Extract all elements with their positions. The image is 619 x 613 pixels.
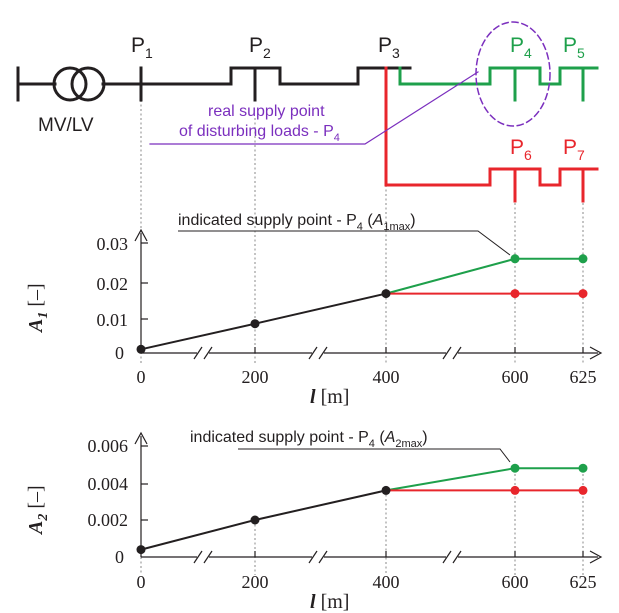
chart-a2-point-black-2 <box>381 485 391 495</box>
chart-a2-xlabel: l [m] <box>310 591 349 613</box>
point-label-p2: P2 <box>249 34 271 61</box>
chart-a2-series-black-line <box>140 489 387 551</box>
chart-a1-axis-break-3 <box>442 346 462 360</box>
chart-a1-point-green-1 <box>510 254 520 264</box>
chart-a1-note-leader <box>178 230 511 256</box>
chart-a2-point-green-1 <box>510 463 520 473</box>
chart-a1-point-black-1 <box>250 319 260 329</box>
chart-a1-point-black-0 <box>136 344 146 354</box>
chart-a1-series <box>140 257 583 351</box>
chart-a1-ytick-1: 0.01 <box>97 310 129 330</box>
chart-a1-note: indicated supply point - P4 (A1max) <box>178 212 416 233</box>
chart-a2-xtick-2: 400 <box>373 572 400 592</box>
chart-a2-point-green-2 <box>578 463 588 473</box>
point-label-p6: P6 <box>510 136 532 163</box>
chart-a2-xtick-0: 0 <box>137 572 146 592</box>
chart-a1-points <box>136 254 588 354</box>
p4-highlight-ellipse <box>475 21 551 127</box>
chart-a2-xtick-1: 200 <box>242 572 269 592</box>
chart-a1-point-red-2 <box>578 289 588 299</box>
network-diagram <box>16 21 599 203</box>
chart-a2-points <box>136 463 588 555</box>
chart-a2-ytick-1: 0.002 <box>88 510 129 530</box>
chart-a1-point-black-2 <box>381 289 391 299</box>
chart-a2: 0 0.002 0.004 0.006 0 200 400 600 625 l … <box>25 429 603 613</box>
chart-a2-note: indicated supply point - P4 (A2max) <box>190 429 428 450</box>
annotation-line-2: of disturbing loads - P4 <box>179 123 340 144</box>
point-label-p4: P4 <box>510 34 532 61</box>
transformer-symbol <box>52 66 106 102</box>
chart-a2-axis-break-2 <box>308 550 328 564</box>
chart-a1-xlabel: l [m] <box>310 386 349 408</box>
chart-a2-ytick-3: 0.006 <box>88 436 129 456</box>
chart-a2-x-arrow <box>589 550 603 564</box>
chart-a2-series-green-line <box>385 467 583 492</box>
chart-a1-series-green-line <box>385 257 583 295</box>
chart-a2-ytick-2: 0.004 <box>88 474 129 494</box>
chart-a2-point-red-1 <box>510 485 520 495</box>
red-branch <box>384 66 599 203</box>
chart-a1-xtick-3: 600 <box>502 367 529 387</box>
chart-a1-xtick-2: 400 <box>373 367 400 387</box>
chart-a1-ytick-2: 0.02 <box>97 274 129 294</box>
chart-a2-xtick-3: 600 <box>502 572 529 592</box>
chart-a2-note-leader <box>238 448 511 463</box>
chart-a1-xtick-4: 625 <box>570 367 597 387</box>
chart-a1-point-red-1 <box>510 289 520 299</box>
chart-a1-ylabel: A1 [–] <box>25 283 51 334</box>
transformer-label: MV/LV <box>38 115 94 136</box>
point-label-p7: P7 <box>563 136 585 163</box>
green-branch <box>398 66 599 102</box>
chart-a1-x-arrow <box>589 346 603 360</box>
chart-a2-ytick-0: 0 <box>115 547 124 567</box>
chart-a1-xtick-1: 200 <box>242 367 269 387</box>
point-label-p5: P5 <box>563 34 585 61</box>
chart-a2-ylabel: A2 [–] <box>25 485 51 536</box>
annotation-pointer <box>149 71 479 145</box>
chart-a1-axis-break-2 <box>308 346 328 360</box>
chart-a2-point-black-1 <box>250 515 260 525</box>
point-label-p1: P1 <box>131 34 153 61</box>
chart-a1-axis-break-1 <box>193 346 213 360</box>
chart-a1-point-green-2 <box>578 254 588 264</box>
chart-a2-axes <box>134 431 603 564</box>
chart-a2-xtick-4: 625 <box>570 572 597 592</box>
chart-a2-point-black-0 <box>136 545 146 555</box>
annotation-line-1: real supply point <box>208 103 325 120</box>
chart-a1-xtick-0: 0 <box>137 367 146 387</box>
chart-a1-series-black-line <box>140 292 387 351</box>
chart-a2-point-red-2 <box>578 485 588 495</box>
chart-a2-axis-break-1 <box>193 550 213 564</box>
point-label-p3: P3 <box>378 34 400 61</box>
chart-a2-y-arrow <box>134 431 148 445</box>
chart-a1-ytick-0: 0 <box>115 343 124 363</box>
chart-a1-ytick-3: 0.03 <box>97 234 129 254</box>
chart-a2-axis-break-3 <box>442 550 462 564</box>
chart-a1-axes <box>134 228 603 360</box>
chart-a1-y-arrow <box>134 228 148 242</box>
chart-a1: 0 0.01 0.02 0.03 0 200 400 600 625 l [m]… <box>25 212 603 408</box>
chart-a2-series <box>140 467 583 551</box>
